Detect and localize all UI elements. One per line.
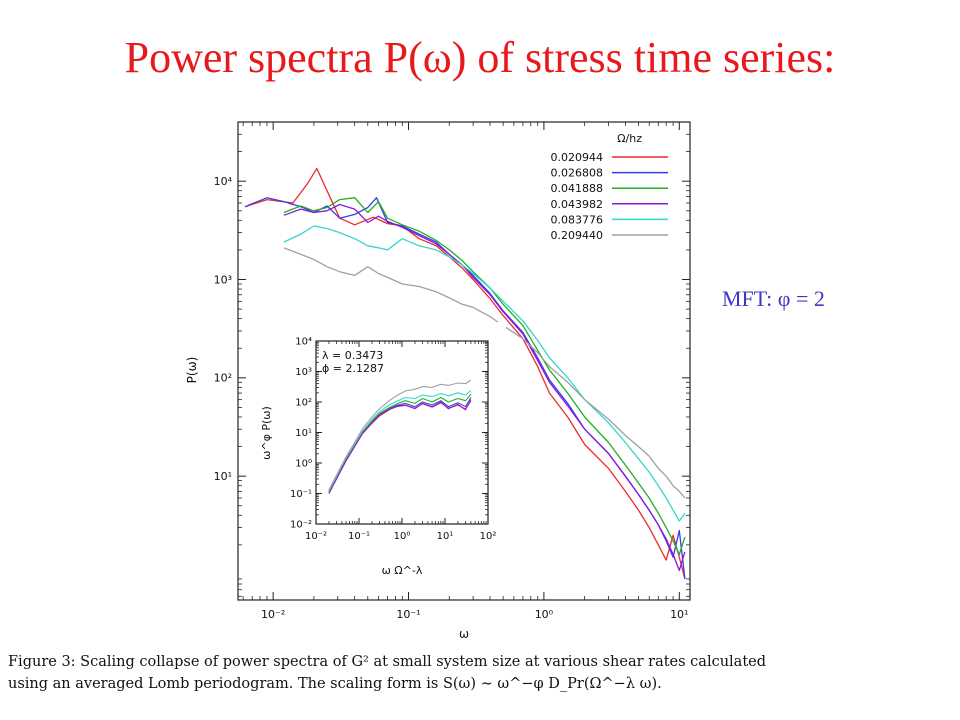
inset-y-tick-label: 10¹: [295, 428, 312, 439]
inset-y-tick-label: 10³: [295, 367, 312, 378]
legend-title: Ω/hz: [617, 132, 642, 145]
main-x-tick-label: 10⁻¹: [396, 608, 420, 621]
legend-label-0.043982: 0.043982: [551, 198, 604, 211]
inset-y-tick-label: 10²: [295, 398, 312, 409]
inset-x-tick-label: 10¹: [437, 531, 454, 542]
inset-y-tick-label: 10⁰: [295, 459, 312, 470]
caption-line-1: Figure 3: Scaling collapse of power spec…: [8, 654, 767, 670]
inset-x-axis-label: ω Ω^-λ: [382, 564, 423, 577]
main-y-tick-label: 10²: [214, 372, 232, 385]
figure-caption: Figure 3: Scaling collapse of power spec…: [8, 651, 952, 695]
inset-series-line-0.209440: [328, 379, 472, 491]
inset-series-line-0.043982: [328, 400, 472, 494]
legend: Ω/hz 0.020944 0.026808 0.041888 0.043982 0.08…: [551, 132, 668, 242]
main-series-line-0.083776: [283, 225, 686, 522]
main-x-axis-label: ω: [459, 627, 469, 641]
main-y-tick-label: 10³: [214, 273, 232, 286]
main-x-tick-label: 10⁻²: [261, 608, 285, 621]
inset-x-tick-label: 10⁻¹: [348, 531, 370, 542]
inset-x-tick-label: 10²: [480, 531, 497, 542]
main-x-tick-label: 10⁰: [535, 608, 554, 621]
legend-label-0.083776: 0.083776: [551, 213, 604, 226]
main-series-line-0.209440: [283, 247, 686, 499]
main-y-tick-label: 10⁴: [214, 175, 233, 188]
inset-frame: [315, 340, 489, 525]
inset-x-tick-label: 10⁻²: [305, 531, 327, 542]
legend-label-0.020944: 0.020944: [551, 151, 604, 164]
inset-annotation-lambda: λ = 0.3473: [322, 349, 383, 362]
main-x-tick-label: 10¹: [670, 608, 688, 621]
slide-title: Power spectra P(ω) of stress time series…: [124, 33, 836, 82]
inset-annotation-phi: ϕ = 2.1287: [322, 362, 384, 375]
inset-series-line-0.083776: [328, 389, 472, 492]
main-y-tick-label: 10¹: [214, 470, 232, 483]
power-spectrum-chart: 10⁻² 10⁻¹ 10⁰ 10¹ 10¹ 10² 10³ 10⁴ ω P(ω) Ω/hz 0.020…: [185, 121, 691, 641]
inset-y-tick-label: 10⁻²: [290, 520, 312, 531]
inset-x-tick-label: 10⁰: [394, 531, 411, 542]
mft-note: MFT: φ = 2: [722, 286, 825, 311]
legend-label-0.209440: 0.209440: [551, 229, 604, 242]
legend-label-0.041888: 0.041888: [551, 182, 604, 195]
inset-y-axis-label: ω^φ P(ω): [260, 406, 273, 460]
main-y-axis-label: P(ω): [185, 357, 199, 384]
caption-line-2: using an averaged Lomb periodogram. The …: [8, 676, 662, 692]
inset-plot: 10⁻² 10⁻¹ 10⁰ 10¹ 10² 10⁻² 10⁻¹ 10⁰ 10¹ 10² 10³ 10⁴…: [258, 322, 506, 584]
inset-y-tick-label: 10⁻¹: [290, 489, 312, 500]
main-series-line-0.020944: [244, 167, 686, 580]
inset-y-tick-label: 10⁴: [295, 337, 312, 348]
main-series-line-0.043982: [283, 203, 686, 572]
legend-label-0.026808: 0.026808: [551, 167, 604, 180]
